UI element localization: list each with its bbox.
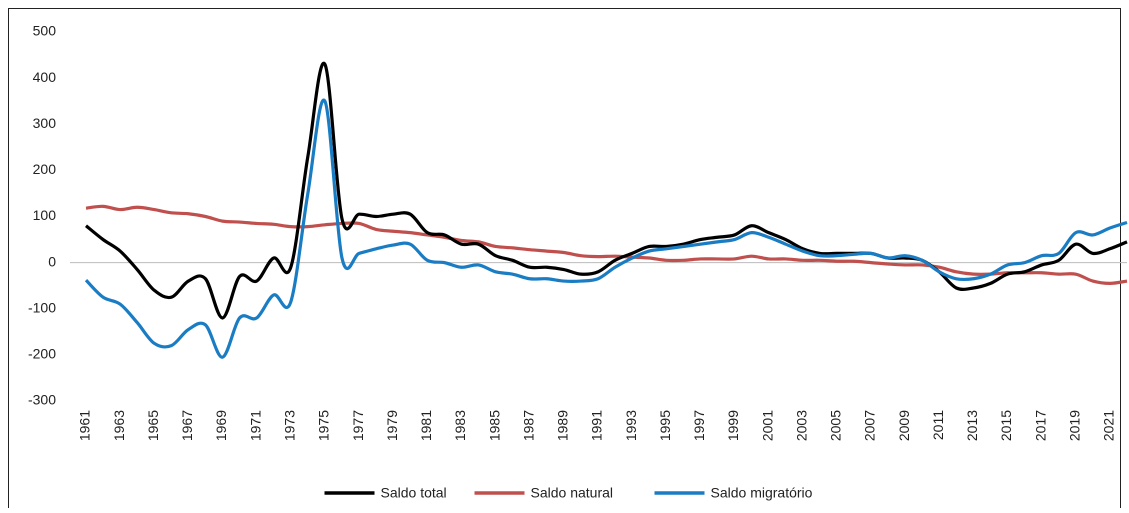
series-line: [84, 61, 1128, 320]
x-tick-label: 1961: [77, 410, 93, 441]
x-tick-label: 1979: [384, 410, 400, 441]
x-tick-label: 2013: [964, 410, 980, 441]
x-tick-label: 2011: [930, 410, 946, 440]
x-tick-label: 1965: [145, 410, 161, 441]
x-tick-label: 1975: [316, 410, 332, 441]
x-tick-label: 1987: [520, 410, 536, 441]
x-tick-label: 1997: [691, 410, 707, 441]
legend-label: Saldo total: [381, 485, 447, 501]
x-tick-label: 1983: [452, 410, 468, 441]
x-tick-label: 1991: [589, 410, 605, 441]
x-tick-label: 1985: [486, 410, 502, 441]
y-tick-label: 100: [33, 207, 57, 223]
legend-label: Saldo natural: [531, 485, 614, 501]
y-tick-label: -300: [28, 392, 56, 408]
legend-label: Saldo migratório: [711, 485, 813, 501]
x-tick-label: 1989: [555, 410, 571, 441]
x-tick-label: 2015: [998, 410, 1014, 441]
y-tick-label: 300: [33, 115, 57, 131]
y-tick-label: 500: [33, 23, 57, 39]
frame: [8, 8, 1121, 513]
x-tick-label: 2017: [1032, 410, 1048, 441]
y-tick-label: -200: [28, 346, 56, 362]
x-tick-label: 1969: [213, 410, 229, 441]
y-tick-label: 0: [48, 253, 56, 269]
series-line: [84, 98, 1128, 359]
x-tick-label: 2009: [896, 410, 912, 441]
series-line: [85, 204, 1128, 285]
x-tick-label: 1977: [350, 410, 366, 441]
x-tick-label: 1995: [657, 410, 673, 441]
x-tick-label: 2019: [1067, 410, 1083, 441]
x-tick-label: 2003: [793, 410, 809, 441]
x-tick-label: 1981: [418, 410, 434, 441]
x-tick-label: 2021: [1101, 410, 1117, 441]
y-tick-label: -100: [28, 299, 56, 315]
x-tick-label: 1973: [281, 410, 297, 441]
y-tick-label: 200: [33, 161, 57, 177]
x-tick-label: 2005: [828, 410, 844, 441]
x-tick-label: 2007: [862, 410, 878, 441]
x-tick-label: 1993: [623, 410, 639, 441]
x-tick-label: 1999: [725, 410, 741, 441]
x-tick-label: 1967: [179, 410, 195, 441]
x-tick-label: 1971: [247, 410, 263, 441]
x-tick-label: 2001: [759, 410, 775, 441]
x-tick-label: 1963: [111, 410, 127, 441]
y-tick-label: 400: [33, 69, 57, 85]
